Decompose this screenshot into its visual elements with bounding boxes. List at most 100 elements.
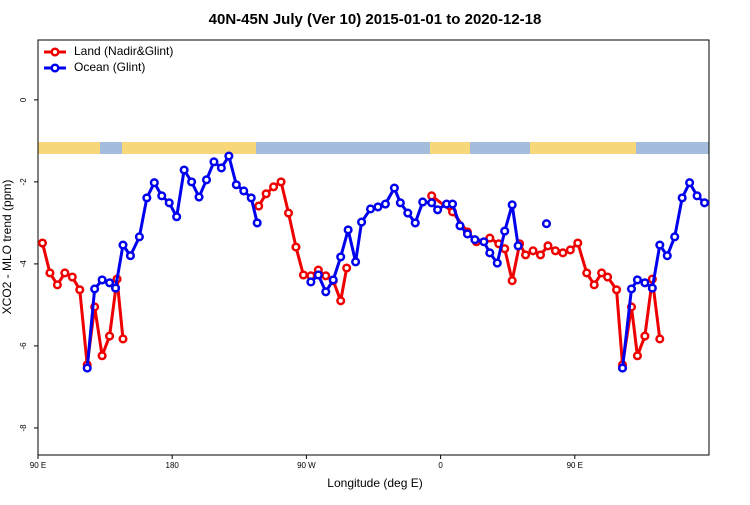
data-point xyxy=(395,198,405,208)
data-point xyxy=(75,285,85,295)
data-point xyxy=(565,245,575,255)
data-point xyxy=(194,192,204,202)
data-point xyxy=(410,218,420,228)
data-point xyxy=(105,331,115,341)
data-point xyxy=(231,180,241,190)
y-tick-label: -8 xyxy=(19,424,28,432)
data-point xyxy=(670,232,680,242)
legend-marker xyxy=(50,47,60,57)
data-point xyxy=(52,280,62,290)
data-point xyxy=(105,278,115,288)
data-point xyxy=(269,182,279,192)
data-point xyxy=(389,183,399,193)
data-point xyxy=(357,217,367,227)
data-point xyxy=(291,242,301,252)
data-point xyxy=(403,208,413,218)
plot-frame xyxy=(37,39,710,456)
data-point xyxy=(528,246,538,256)
data-point xyxy=(321,271,331,281)
data-point xyxy=(118,240,128,250)
series xyxy=(37,177,665,370)
data-point xyxy=(699,198,710,208)
data-point xyxy=(60,268,70,278)
data-point xyxy=(603,272,613,282)
y-tick-label: 0 xyxy=(19,97,28,102)
data-point xyxy=(134,232,144,242)
data-point xyxy=(254,201,264,211)
data-point xyxy=(216,163,226,173)
data-point xyxy=(513,241,523,251)
data-point xyxy=(640,331,650,341)
data-point xyxy=(67,272,77,282)
land-strip xyxy=(38,142,100,154)
data-point xyxy=(485,248,495,258)
data-point xyxy=(647,283,657,293)
data-point xyxy=(125,251,135,261)
data-point xyxy=(550,246,560,256)
data-point xyxy=(427,198,437,208)
data-point xyxy=(328,275,338,285)
data-point xyxy=(336,296,346,306)
data-point xyxy=(632,351,642,361)
data-point xyxy=(685,178,695,188)
data-point xyxy=(543,241,553,251)
data-point xyxy=(662,251,672,261)
data-point xyxy=(164,198,174,208)
data-point xyxy=(90,284,100,294)
data-point xyxy=(507,200,517,210)
data-point xyxy=(535,250,546,260)
data-point xyxy=(541,219,552,229)
data-point xyxy=(97,351,107,361)
legend-label: Ocean (Glint) xyxy=(74,60,145,74)
data-point xyxy=(655,334,665,344)
data-point xyxy=(373,202,383,212)
data-point xyxy=(187,177,197,187)
x-tick-label: 90 W xyxy=(297,461,316,470)
surface-strip xyxy=(38,142,709,154)
data-point xyxy=(462,229,472,239)
data-point xyxy=(239,186,249,196)
data-point xyxy=(447,199,458,209)
land-strip xyxy=(122,142,256,154)
data-point xyxy=(479,237,489,247)
data-point xyxy=(224,151,234,161)
data-point xyxy=(655,240,665,250)
data-point xyxy=(246,193,256,203)
x-axis-label: Longitude (deg E) xyxy=(327,476,422,490)
data-point xyxy=(306,277,316,287)
data-point xyxy=(597,268,607,278)
data-point xyxy=(110,283,121,293)
land-strip xyxy=(530,142,636,154)
data-point xyxy=(351,257,361,267)
data-point xyxy=(485,233,495,243)
data-point xyxy=(149,178,159,188)
data-point xyxy=(276,177,286,187)
data-point xyxy=(492,258,502,268)
legend-label: Land (Nadir&Glint) xyxy=(74,44,173,58)
data-point xyxy=(418,197,428,207)
chart-title: 40N-45N July (Ver 10) 2015-01-01 to 2020… xyxy=(209,11,542,28)
series-line xyxy=(41,180,662,367)
data-point xyxy=(612,285,622,295)
data-point xyxy=(321,287,331,297)
y-tick-label: -2 xyxy=(19,178,28,186)
data-point xyxy=(118,334,128,344)
data-point xyxy=(573,238,583,248)
data-point xyxy=(37,238,48,248)
data-point xyxy=(157,191,167,201)
x-tick-label: 90 E xyxy=(30,461,46,470)
data-point xyxy=(692,191,702,201)
data-point xyxy=(677,193,687,203)
data-point xyxy=(201,175,212,185)
data-point xyxy=(558,248,568,258)
x-tick-label: 90 E xyxy=(567,461,583,470)
data-point xyxy=(45,268,55,278)
y-axis-label: XCO2 - MLO trend (ppm) xyxy=(0,180,14,315)
legend-marker xyxy=(50,63,60,73)
data-point xyxy=(209,157,219,167)
data-point xyxy=(252,218,262,228)
x-tick-label: 0 xyxy=(438,461,443,470)
data-point xyxy=(97,275,107,285)
data-point xyxy=(521,250,531,260)
